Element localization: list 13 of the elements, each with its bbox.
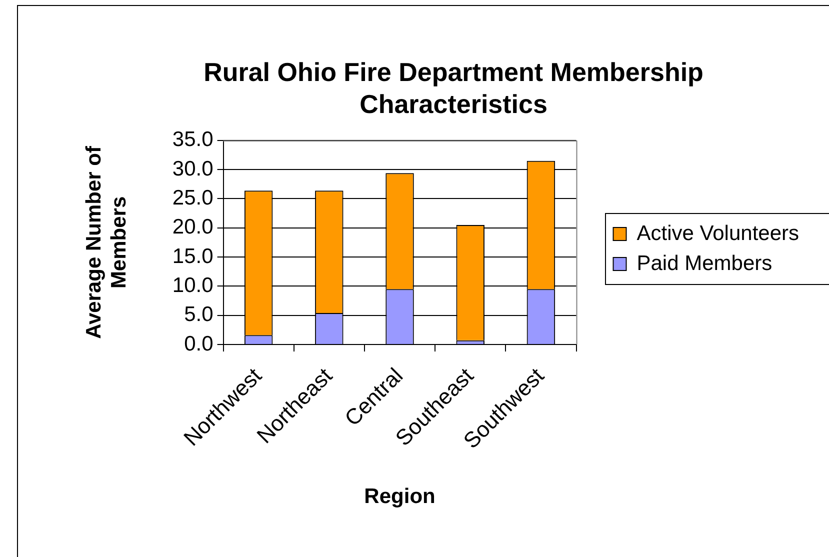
x-axis-title: Region [364, 485, 436, 508]
y-tick-label: 20.0 [172, 216, 214, 239]
y-tick-label: 0.0 [184, 332, 214, 356]
y-tick-label: 5.0 [184, 303, 214, 326]
y-tick-label: 30.0 [172, 157, 214, 180]
chart-title: Rural Ohio Fire Department Membership Characteristics [204, 57, 704, 119]
y-axis-title: Average Number of Members [82, 144, 131, 339]
y-tick-label: 15.0 [172, 244, 214, 268]
legend-label: Paid Members [636, 252, 772, 275]
y-tick-label: 35.0 [172, 128, 214, 152]
legend-label: Active Volunteers [636, 222, 800, 245]
y-tick-label: 10.0 [172, 274, 214, 297]
y-tick-label: 25.0 [172, 186, 214, 210]
